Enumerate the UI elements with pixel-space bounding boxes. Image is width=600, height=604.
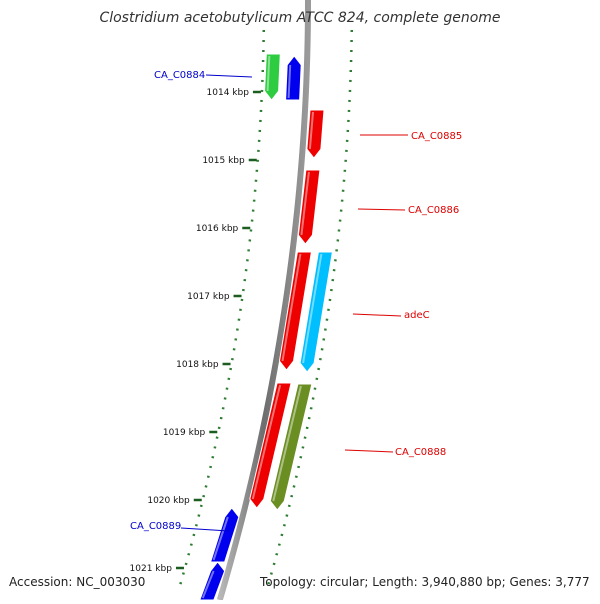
tick-label: 1015 kbp [202,156,245,166]
gene-label-ca-c0888[interactable]: CA_C0888 [395,447,446,458]
gene-ca-c0888[interactable] [269,383,313,511]
gene-label-ca-c0886[interactable]: CA_C0886 [408,205,459,216]
tick-label: 1020 kbp [147,496,190,506]
gene-adec[interactable] [278,251,312,371]
gene-ca-c0884[interactable] [264,53,281,101]
gene-highlight [266,55,271,92]
tick-label: 1018 kbp [176,360,219,370]
label-leader-line [352,313,402,317]
tick-label: 1019 kbp [163,428,206,438]
label-leader-line [180,527,230,532]
gene-ca-c0886[interactable] [297,169,321,245]
gene-highlight [272,385,302,502]
label-leader-line [357,208,406,211]
label-leader-line [344,449,394,453]
gene-label-ca-c0889[interactable]: CA_C0889 [130,521,181,532]
gene-ca-c0885[interactable] [306,109,325,159]
gene-highlight [308,111,314,150]
gene-highlight [251,384,282,500]
gene-ca-c0888[interactable] [249,382,292,509]
gene-highlight [212,516,229,561]
topology-text: Topology: circular; Length: 3,940,880 bp… [260,575,590,589]
gene-adec[interactable] [299,251,333,373]
gene-highlight [201,570,215,599]
accession-text: Accession: NC_003030 [9,575,146,589]
label-leader-line [205,74,253,78]
gene-label-ca-c0884[interactable]: CA_C0884 [154,70,205,81]
gene-highlight [281,253,302,362]
gene-highlight [287,64,292,99]
gene-highlight [300,171,310,236]
guide-line-inner [177,29,266,591]
tick-label: 1016 kbp [196,224,239,234]
tick-label: 1021 kbp [130,564,173,574]
gene-label-adec[interactable]: adeC [404,310,430,321]
tick-label: 1017 kbp [187,292,230,302]
guide-line-outer [265,29,354,591]
gene-ca-c0884[interactable] [285,55,302,101]
gene-highlight [302,253,323,364]
map-title: Clostridium acetobutylicum ATCC 824, com… [99,10,501,26]
genome-backbone [216,0,311,601]
tick-label: 1014 kbp [207,88,250,98]
gene-label-ca-c0885[interactable]: CA_C0885 [411,131,462,142]
